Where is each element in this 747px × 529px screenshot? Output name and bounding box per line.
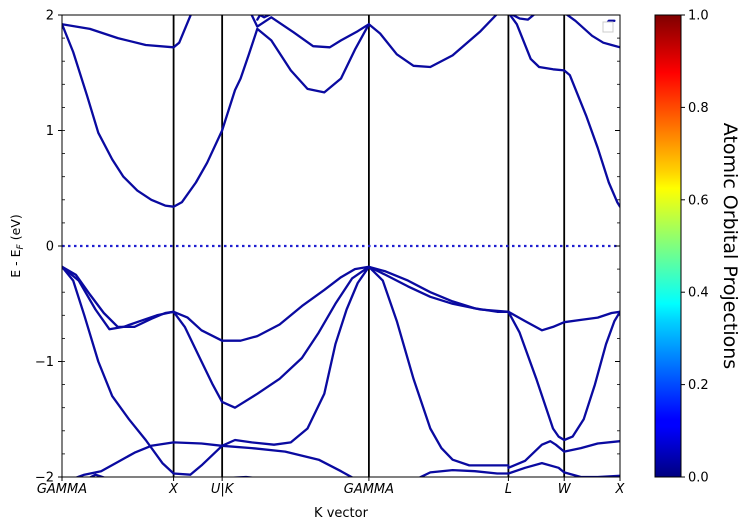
y-tick-label: 1 bbox=[46, 124, 54, 139]
colorbar-gradient bbox=[654, 14, 682, 478]
band-line bbox=[418, 461, 620, 477]
colorbar-label: Atomic Orbital Projections bbox=[719, 123, 741, 369]
y-axis-ticks: 2 1 0 −1 −2 bbox=[35, 9, 620, 486]
colorbar-tick-label: 0.2 bbox=[688, 378, 709, 393]
band-line bbox=[88, 473, 107, 477]
x-tick-label: W bbox=[558, 482, 572, 497]
colorbar-tick-label: 1.0 bbox=[688, 9, 709, 24]
band-line bbox=[565, 15, 620, 49]
legend-box bbox=[602, 21, 614, 33]
y-axis-label: E - EF (eV) bbox=[8, 214, 26, 277]
band-line bbox=[250, 15, 371, 49]
band-line bbox=[62, 265, 620, 342]
x-axis-ticks: GAMMA X U|K GAMMA L W X bbox=[37, 477, 626, 497]
x-tick-label: X bbox=[615, 482, 626, 497]
colorbar: 0.0 0.2 0.4 0.6 0.8 1.0 Atomic Orbital Projec… bbox=[654, 9, 741, 486]
band-line bbox=[508, 15, 620, 208]
x-tick-label: GAMMA bbox=[344, 482, 394, 497]
band-line bbox=[62, 15, 192, 49]
band-line bbox=[256, 15, 272, 21]
y-tick-label: −1 bbox=[35, 355, 54, 370]
plot-area: 2 1 0 −1 −2 GAMMA X U|K GAMMA L W X bbox=[35, 9, 626, 498]
band-line bbox=[223, 475, 258, 477]
colorbar-tick-label: 0.4 bbox=[688, 286, 709, 301]
colorbar-ticks: 0.0 0.2 0.4 0.6 0.8 1.0 bbox=[681, 9, 709, 486]
colorbar-tick-label: 0.0 bbox=[688, 471, 709, 486]
x-tick-label: X bbox=[168, 482, 179, 497]
colorbar-tick-label: 0.8 bbox=[688, 101, 709, 116]
y-tick-label: 0 bbox=[46, 240, 54, 255]
x-tick-label: L bbox=[505, 482, 512, 497]
x-tick-label: GAMMA bbox=[37, 482, 87, 497]
y-tick-label: 2 bbox=[46, 9, 54, 24]
band-line bbox=[510, 15, 536, 21]
band-line bbox=[62, 265, 510, 476]
x-tick-label: U|K bbox=[211, 482, 235, 497]
band-line bbox=[74, 441, 354, 477]
y-tick-label: −2 bbox=[35, 471, 54, 486]
colorbar-tick-label: 0.6 bbox=[688, 193, 709, 208]
band-line bbox=[507, 440, 620, 469]
x-axis-label: K vector bbox=[314, 506, 369, 521]
band-line bbox=[507, 310, 620, 442]
band-line bbox=[62, 265, 510, 409]
band-lines bbox=[62, 15, 620, 477]
band-line bbox=[62, 15, 498, 208]
